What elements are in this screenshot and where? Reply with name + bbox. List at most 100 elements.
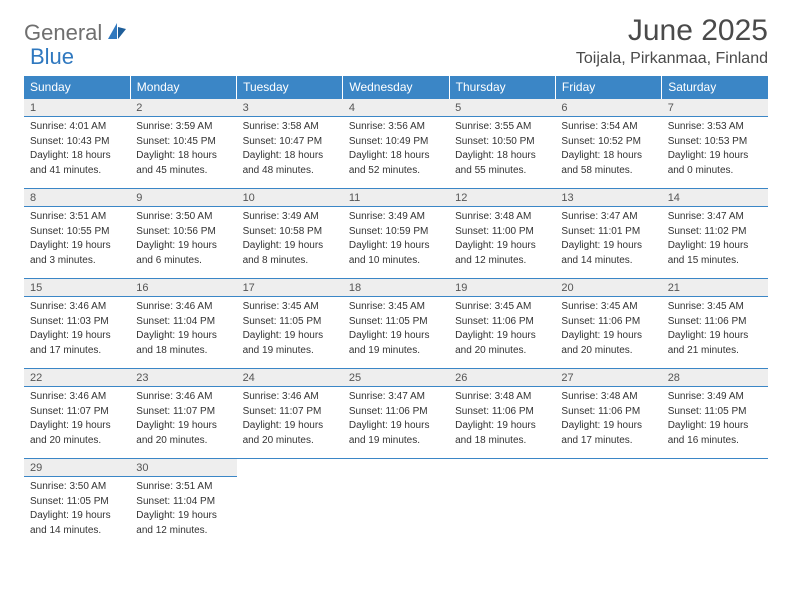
- day-number: 27: [555, 369, 661, 387]
- day-line: Sunrise: 3:54 AM: [561, 120, 655, 134]
- day-number: 16: [130, 279, 236, 297]
- day-details: Sunrise: 3:48 AMSunset: 11:06 PMDaylight…: [449, 387, 555, 459]
- day-line: Sunset: 10:47 PM: [243, 135, 337, 149]
- day-line: Sunset: 11:04 PM: [136, 315, 230, 329]
- day-line: Sunrise: 3:56 AM: [349, 120, 443, 134]
- day-line: Sunrise: 3:47 AM: [668, 210, 762, 224]
- day-line: Daylight: 18 hours: [455, 149, 549, 163]
- day-number: 17: [237, 279, 343, 297]
- day-line: Sunrise: 3:50 AM: [30, 480, 124, 494]
- day-line: Daylight: 19 hours: [561, 419, 655, 433]
- day-line: Sunset: 11:00 PM: [455, 225, 549, 239]
- day-line: Daylight: 19 hours: [349, 419, 443, 433]
- day-line: and 3 minutes.: [30, 254, 124, 268]
- day-number-row: 1234567: [24, 99, 768, 117]
- day-line: Sunrise: 3:46 AM: [243, 390, 337, 404]
- day-number-row: 2930: [24, 459, 768, 477]
- day-details: Sunrise: 3:50 AMSunset: 11:05 PMDaylight…: [24, 477, 130, 549]
- day-details: Sunrise: 3:55 AMSunset: 10:50 PMDaylight…: [449, 117, 555, 189]
- day-line: Daylight: 18 hours: [136, 149, 230, 163]
- day-line: Sunrise: 3:46 AM: [136, 300, 230, 314]
- day-line: Sunset: 11:03 PM: [30, 315, 124, 329]
- day-line: Daylight: 19 hours: [668, 149, 762, 163]
- day-line: Daylight: 19 hours: [455, 329, 549, 343]
- day-line: Sunset: 10:56 PM: [136, 225, 230, 239]
- day-details: Sunrise: 3:48 AMSunset: 11:06 PMDaylight…: [555, 387, 661, 459]
- day-number: [237, 459, 343, 477]
- day-line: and 18 minutes.: [455, 434, 549, 448]
- day-details: Sunrise: 3:48 AMSunset: 11:00 PMDaylight…: [449, 207, 555, 279]
- day-line: Sunrise: 3:46 AM: [30, 390, 124, 404]
- header: General June 2025 Toijala, Pirkanmaa, Fi…: [24, 14, 768, 68]
- day-line: Sunrise: 3:46 AM: [30, 300, 124, 314]
- day-line: and 20 minutes.: [455, 344, 549, 358]
- day-line: Sunrise: 3:46 AM: [136, 390, 230, 404]
- day-number: 25: [343, 369, 449, 387]
- day-details: Sunrise: 3:59 AMSunset: 10:45 PMDaylight…: [130, 117, 236, 189]
- day-line: Sunset: 11:06 PM: [349, 405, 443, 419]
- day-line: Daylight: 19 hours: [668, 239, 762, 253]
- day-details: Sunrise: 3:45 AMSunset: 11:06 PMDaylight…: [662, 297, 768, 369]
- day-number: 12: [449, 189, 555, 207]
- day-details: [555, 477, 661, 549]
- day-line: Sunrise: 3:48 AM: [455, 390, 549, 404]
- calendar-body: 1234567Sunrise: 4:01 AMSunset: 10:43 PMD…: [24, 99, 768, 549]
- day-line: and 15 minutes.: [668, 254, 762, 268]
- day-line: Sunrise: 3:49 AM: [243, 210, 337, 224]
- day-line: and 17 minutes.: [561, 434, 655, 448]
- day-line: and 20 minutes.: [243, 434, 337, 448]
- day-line: and 58 minutes.: [561, 164, 655, 178]
- day-number: 10: [237, 189, 343, 207]
- day-line: Sunset: 10:45 PM: [136, 135, 230, 149]
- day-line: Daylight: 19 hours: [243, 329, 337, 343]
- day-header: Thursday: [449, 76, 555, 99]
- day-details: [343, 477, 449, 549]
- day-line: and 45 minutes.: [136, 164, 230, 178]
- day-number: 22: [24, 369, 130, 387]
- day-details: [237, 477, 343, 549]
- day-details: Sunrise: 3:49 AMSunset: 10:59 PMDaylight…: [343, 207, 449, 279]
- day-header: Wednesday: [343, 76, 449, 99]
- day-line: Sunrise: 3:48 AM: [561, 390, 655, 404]
- day-line: Daylight: 19 hours: [30, 419, 124, 433]
- day-number: 1: [24, 99, 130, 117]
- day-line: Daylight: 18 hours: [561, 149, 655, 163]
- day-line: Daylight: 18 hours: [349, 149, 443, 163]
- day-line: Sunset: 11:06 PM: [455, 405, 549, 419]
- day-line: and 17 minutes.: [30, 344, 124, 358]
- day-line: Sunset: 11:01 PM: [561, 225, 655, 239]
- day-number: 7: [662, 99, 768, 117]
- day-line: and 18 minutes.: [136, 344, 230, 358]
- day-line: and 0 minutes.: [668, 164, 762, 178]
- day-line: and 12 minutes.: [455, 254, 549, 268]
- day-line: Daylight: 19 hours: [349, 329, 443, 343]
- day-details: Sunrise: 3:58 AMSunset: 10:47 PMDaylight…: [237, 117, 343, 189]
- day-header-row: Sunday Monday Tuesday Wednesday Thursday…: [24, 76, 768, 99]
- day-line: Sunset: 11:02 PM: [668, 225, 762, 239]
- day-line: Sunrise: 3:45 AM: [243, 300, 337, 314]
- day-line: Sunset: 11:04 PM: [136, 495, 230, 509]
- day-line: Daylight: 19 hours: [455, 239, 549, 253]
- day-details: Sunrise: 3:47 AMSunset: 11:01 PMDaylight…: [555, 207, 661, 279]
- day-line: Sunrise: 3:55 AM: [455, 120, 549, 134]
- day-line: Daylight: 18 hours: [243, 149, 337, 163]
- logo-text-general: General: [24, 20, 102, 46]
- day-line: Daylight: 19 hours: [136, 239, 230, 253]
- day-number: 6: [555, 99, 661, 117]
- day-line: Daylight: 19 hours: [455, 419, 549, 433]
- day-line: Daylight: 19 hours: [561, 329, 655, 343]
- day-line: Sunset: 11:06 PM: [561, 405, 655, 419]
- day-line: and 10 minutes.: [349, 254, 443, 268]
- day-line: and 20 minutes.: [30, 434, 124, 448]
- day-line: and 55 minutes.: [455, 164, 549, 178]
- day-line: Sunset: 11:06 PM: [455, 315, 549, 329]
- day-line: Daylight: 19 hours: [136, 419, 230, 433]
- day-line: Daylight: 19 hours: [243, 419, 337, 433]
- day-line: Sunrise: 3:48 AM: [455, 210, 549, 224]
- day-number: 4: [343, 99, 449, 117]
- day-line: Sunrise: 3:53 AM: [668, 120, 762, 134]
- day-details: Sunrise: 3:51 AMSunset: 11:04 PMDaylight…: [130, 477, 236, 549]
- logo-text-blue: Blue: [30, 44, 74, 69]
- day-line: Daylight: 19 hours: [30, 239, 124, 253]
- day-header: Monday: [130, 76, 236, 99]
